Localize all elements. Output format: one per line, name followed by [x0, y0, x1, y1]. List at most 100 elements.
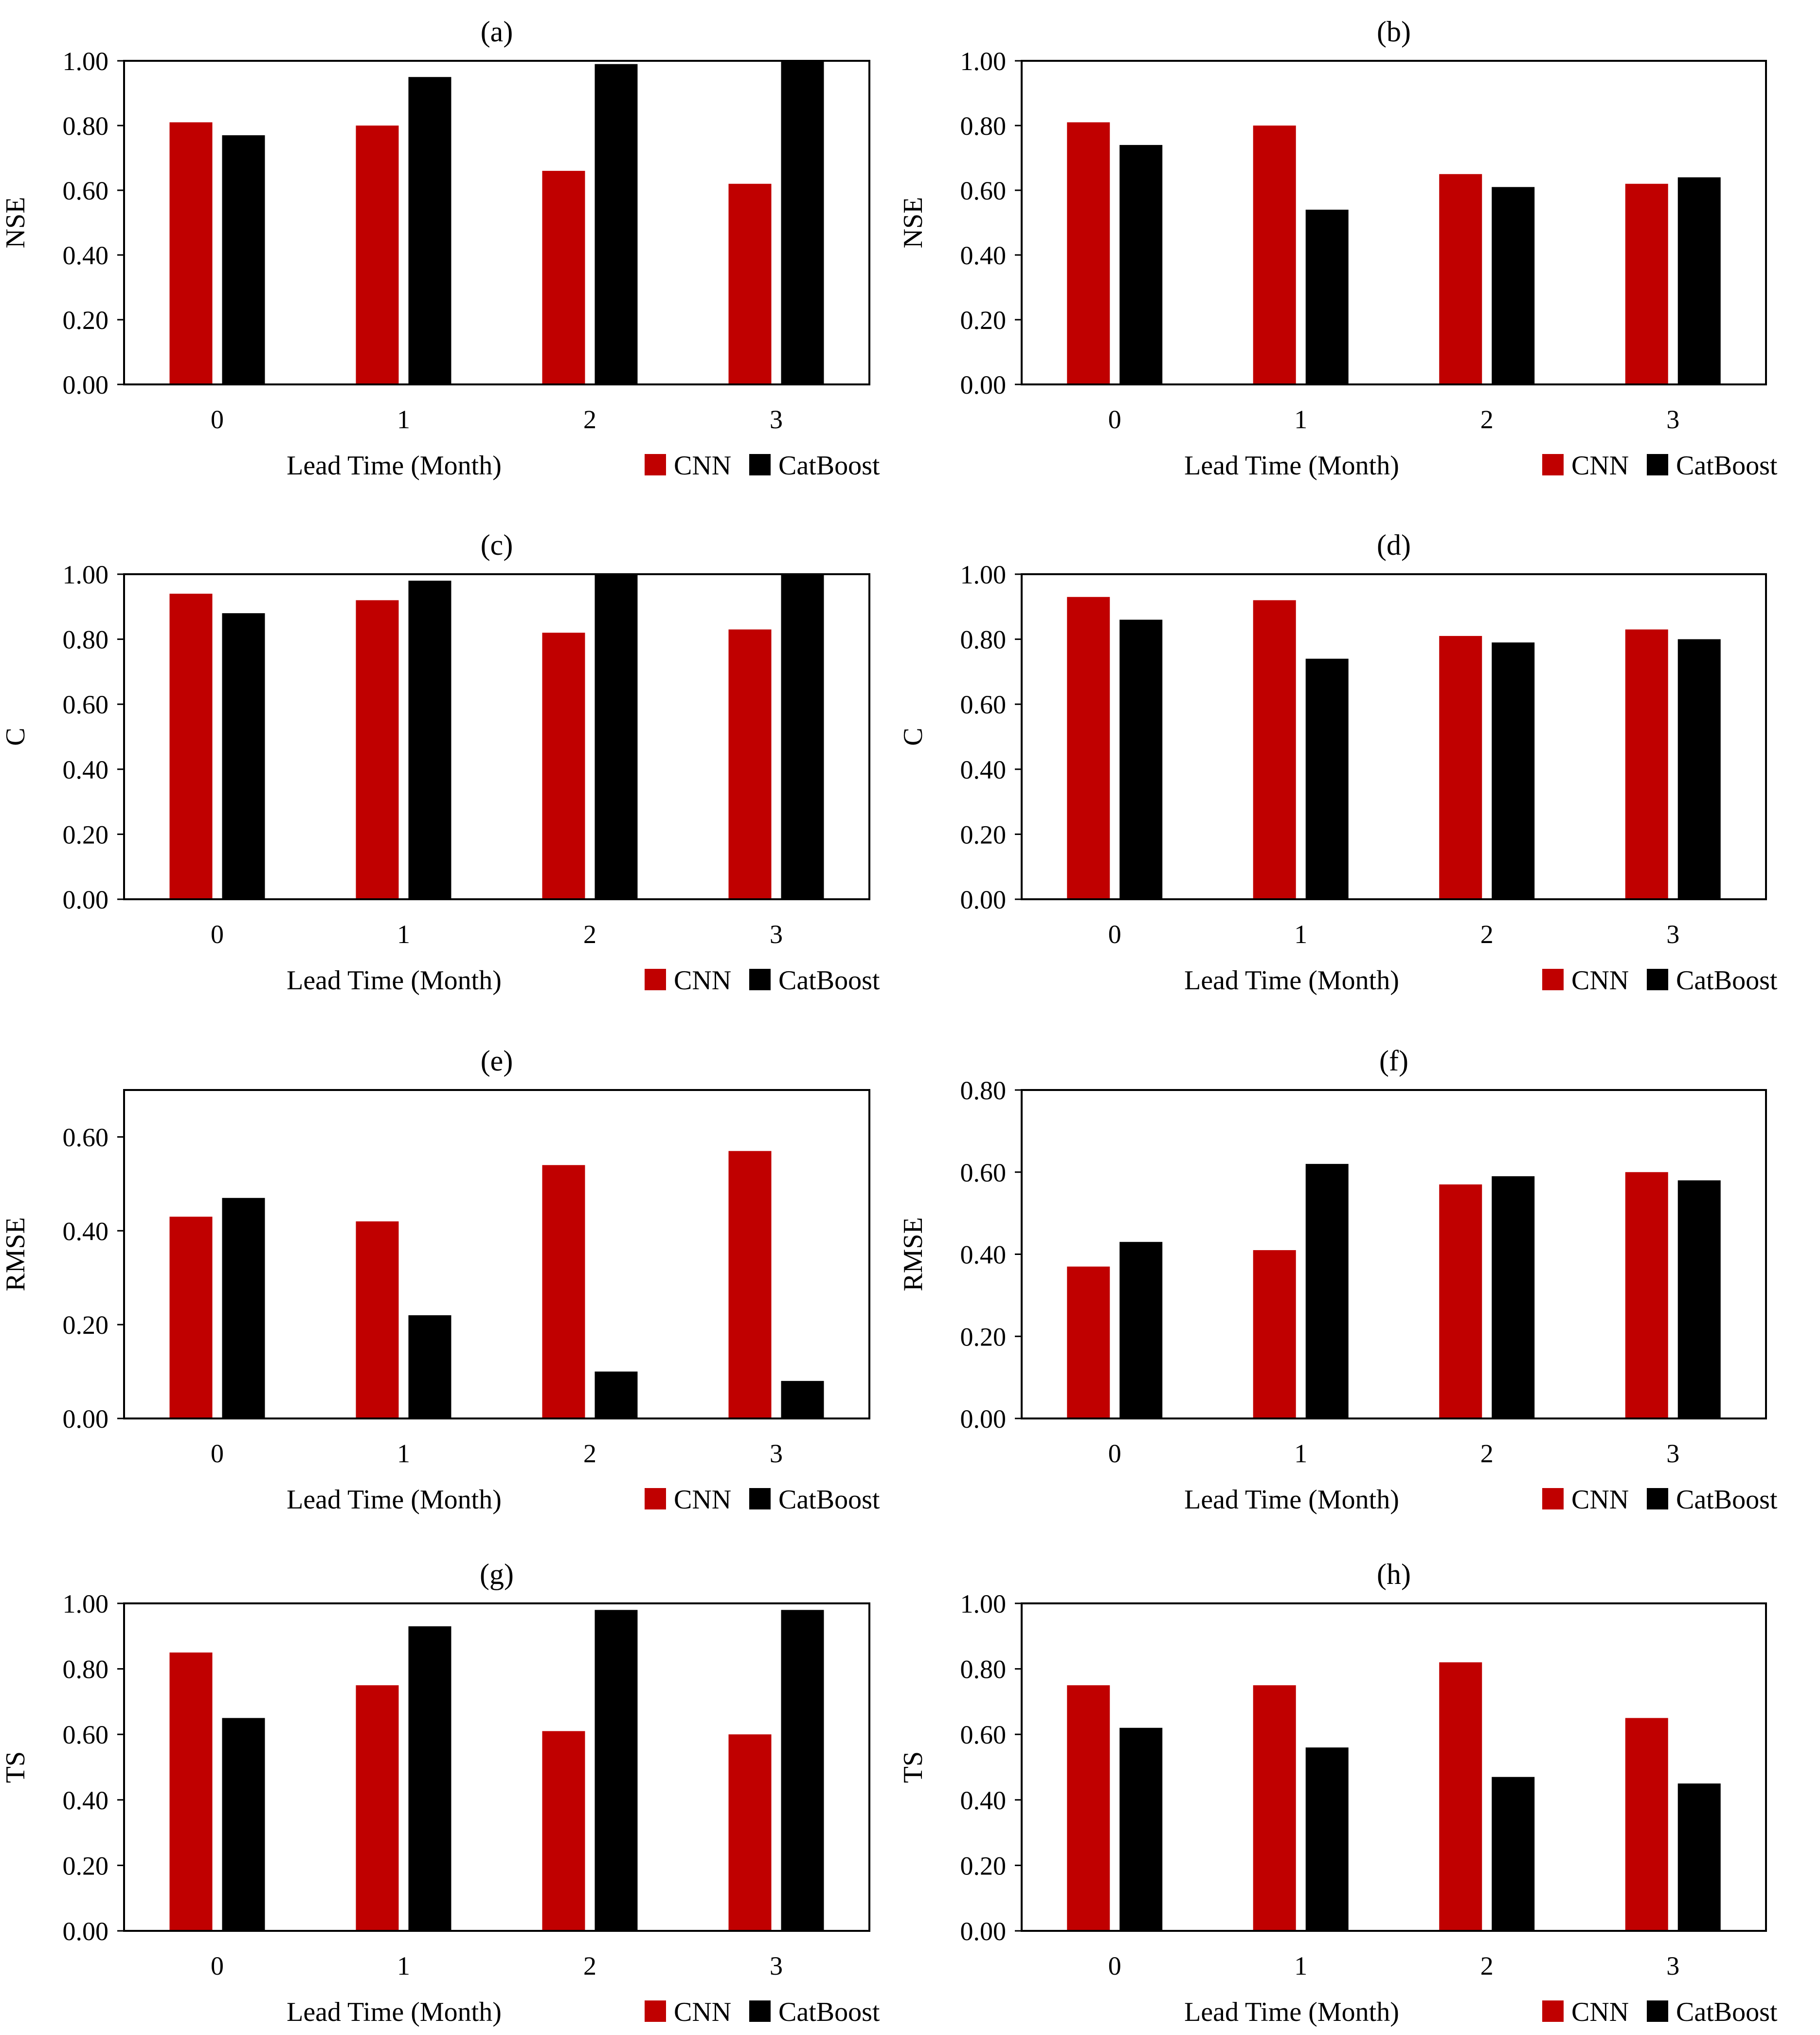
chart-panel-h: (h) TS 0.00 0.20 0.40 0.60 0.80 1.00 0 1 2 3 Lead Ti… — [898, 1558, 1778, 2027]
bar-catboost-lead-0 — [1119, 145, 1163, 384]
bar-cnn-lead-3 — [728, 629, 772, 899]
x-tick-label: 2 — [583, 1439, 596, 1468]
legend-swatch-cnn — [645, 454, 666, 475]
legend-label-catboost: CatBoost — [1676, 451, 1778, 481]
y-tick-label: 0.60 — [960, 1720, 1007, 1749]
bar-cnn-lead-3 — [728, 1151, 772, 1418]
bar-cnn-lead-3 — [1625, 1718, 1668, 1931]
bar-cnn-lead-2 — [542, 171, 585, 384]
bar-catboost-lead-2 — [595, 574, 638, 899]
x-tick-label: 2 — [583, 1951, 596, 1980]
y-tick-label: 0.60 — [960, 690, 1007, 719]
y-tick-label: 0.20 — [960, 1322, 1007, 1351]
legend-label-cnn: CNN — [674, 965, 731, 996]
x-tick-label: 0 — [211, 920, 224, 949]
x-axis-label: Lead Time (Month) — [1184, 451, 1399, 481]
bar-catboost-lead-1 — [1305, 209, 1349, 384]
legend-label-cnn: CNN — [674, 451, 731, 481]
x-tick-label: 1 — [397, 1951, 410, 1980]
y-axis-label: C — [898, 727, 928, 745]
x-tick-label: 1 — [397, 405, 410, 434]
y-tick-label: 1.00 — [63, 47, 109, 76]
bar-cnn-lead-2 — [1439, 1184, 1482, 1418]
legend-swatch-catboost — [1647, 454, 1668, 475]
y-axis-label: C — [0, 727, 31, 745]
y-tick-label: 0.80 — [960, 1655, 1007, 1684]
legend-label-catboost: CatBoost — [1676, 1997, 1778, 2027]
y-axis-label: NSE — [0, 197, 31, 249]
y-tick-label: 0.60 — [63, 690, 109, 719]
bar-cnn-lead-3 — [1625, 629, 1668, 899]
x-tick-label: 2 — [1480, 920, 1494, 949]
x-tick-label: 2 — [583, 405, 596, 434]
y-tick-label: 0.80 — [63, 1655, 109, 1684]
y-tick-label: 0.20 — [960, 306, 1007, 335]
legend-label-catboost: CatBoost — [778, 1485, 880, 1515]
bar-cnn-lead-1 — [1253, 1250, 1296, 1418]
legend-swatch-catboost — [1647, 2000, 1668, 2022]
x-tick-label: 2 — [1480, 1439, 1494, 1468]
chart-panel-b: (b) NSE 0.00 0.20 0.40 0.60 0.80 1.00 0 1 2 3 Lead T… — [898, 16, 1778, 481]
bar-catboost-lead-3 — [781, 1381, 824, 1418]
y-tick-label: 1.00 — [63, 560, 109, 589]
x-axis-label: Lead Time (Month) — [287, 965, 502, 996]
legend-label-catboost: CatBoost — [1676, 1485, 1778, 1515]
bar-catboost-lead-2 — [595, 1610, 638, 1931]
x-tick-label: 1 — [1294, 405, 1307, 434]
x-tick-label: 3 — [770, 920, 783, 949]
legend-swatch-catboost — [749, 969, 771, 990]
chart-panel-e: (e) RMSE 0.00 0.20 0.40 0.60 0 1 2 3 Lead Time (Mo… — [0, 1045, 880, 1515]
plot-frame — [1021, 1089, 1767, 1419]
legend-label-cnn: CNN — [1571, 1997, 1629, 2027]
bar-cnn-lead-1 — [356, 1221, 399, 1418]
chart-title: (h) — [1377, 1558, 1411, 1590]
y-tick-label: 0.00 — [63, 885, 109, 914]
chart-title: (f) — [1379, 1045, 1408, 1077]
x-tick-label: 1 — [1294, 1951, 1307, 1980]
bar-catboost-lead-3 — [1677, 1783, 1721, 1931]
y-tick-label: 0.20 — [960, 820, 1007, 849]
chart-title: (b) — [1377, 16, 1411, 48]
legend-swatch-catboost — [749, 2000, 771, 2022]
bar-cnn-lead-1 — [356, 1685, 399, 1931]
legend-swatch-cnn — [1542, 969, 1564, 990]
x-tick-label: 3 — [1666, 920, 1679, 949]
x-axis-label: Lead Time (Month) — [287, 451, 502, 481]
bar-catboost-lead-1 — [1305, 1163, 1349, 1418]
y-axis-label: TS — [0, 1751, 31, 1783]
x-tick-label: 3 — [770, 405, 783, 434]
chart-title: (d) — [1377, 529, 1411, 561]
y-tick-label: 0.60 — [63, 1720, 109, 1749]
y-tick-label: 0.40 — [63, 1217, 109, 1246]
x-tick-label: 0 — [1108, 405, 1121, 434]
y-tick-label: 0.60 — [960, 176, 1007, 205]
bar-catboost-lead-3 — [781, 574, 824, 899]
y-tick-label: 0.20 — [960, 1851, 1007, 1880]
chart-title: (a) — [481, 16, 513, 48]
plot-frame — [1021, 573, 1767, 900]
bar-catboost-lead-0 — [1119, 1727, 1163, 1931]
y-tick-label: 0.00 — [960, 885, 1007, 914]
legend-swatch-cnn — [645, 969, 666, 990]
x-tick-label: 3 — [1666, 405, 1679, 434]
legend-label-cnn: CNN — [1571, 1485, 1629, 1515]
y-tick-label: 0.20 — [63, 1310, 109, 1340]
bar-catboost-lead-3 — [1677, 639, 1721, 899]
plot-frame — [123, 1089, 870, 1419]
y-axis-label: RMSE — [0, 1217, 31, 1291]
legend-label-catboost: CatBoost — [778, 451, 880, 481]
chart-panel-c: (c) C 0.00 0.20 0.40 0.60 0.80 1.00 0 1 2 3 Lead Tim… — [0, 529, 880, 996]
y-tick-label: 1.00 — [960, 47, 1007, 76]
plot-frame — [123, 1602, 870, 1932]
x-axis-label: Lead Time (Month) — [1184, 965, 1399, 996]
bar-catboost-lead-1 — [1305, 658, 1349, 899]
bar-catboost-lead-0 — [222, 613, 265, 899]
bar-cnn-lead-1 — [356, 600, 399, 899]
legend-swatch-cnn — [645, 2000, 666, 2022]
bar-catboost-lead-1 — [1305, 1747, 1349, 1931]
bar-cnn-lead-0 — [1067, 597, 1110, 899]
bar-catboost-lead-3 — [781, 1610, 824, 1931]
bar-catboost-lead-0 — [1119, 619, 1163, 899]
y-tick-label: 0.00 — [960, 1404, 1007, 1434]
y-tick-label: 0.80 — [960, 1076, 1007, 1105]
